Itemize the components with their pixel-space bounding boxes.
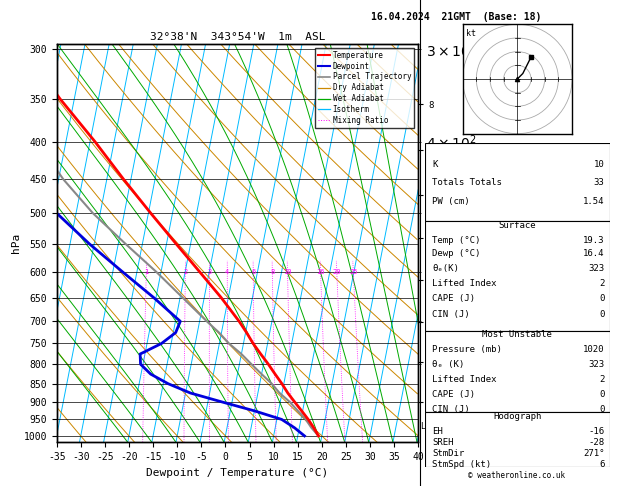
Text: 16.4: 16.4 [583,249,604,259]
Bar [425,412,610,467]
Bar [425,143,610,221]
Text: 2: 2 [183,269,187,275]
Text: Most Unstable: Most Unstable [482,330,552,339]
Title: 32°38'N  343°54'W  1m  ASL: 32°38'N 343°54'W 1m ASL [150,32,325,42]
Text: 1.54: 1.54 [583,197,604,206]
Text: 20: 20 [333,269,341,275]
Text: StmSpd (kt): StmSpd (kt) [432,460,491,469]
Text: kt: kt [466,29,476,38]
Text: Lifted Index: Lifted Index [432,279,496,288]
Text: Temp (°C): Temp (°C) [432,236,481,245]
Text: 16.04.2024  21GMT  (Base: 18): 16.04.2024 21GMT (Base: 18) [371,12,541,22]
Text: 4: 4 [225,269,230,275]
X-axis label: Dewpoint / Temperature (°C): Dewpoint / Temperature (°C) [147,468,328,478]
Text: CIN (J): CIN (J) [432,310,470,318]
Text: 25: 25 [349,269,357,275]
Text: 16: 16 [316,269,325,275]
Text: 1: 1 [144,269,148,275]
Text: Mixing Ratio (g/kg): Mixing Ratio (g/kg) [447,215,455,311]
Text: 1020: 1020 [583,345,604,354]
Text: Hodograph: Hodograph [493,412,542,421]
Y-axis label: hPa: hPa [11,233,21,253]
Text: -28: -28 [589,438,604,447]
Text: 10: 10 [594,160,604,169]
Bar [425,221,610,331]
Text: Pressure (mb): Pressure (mb) [432,345,502,354]
Text: 0: 0 [599,295,604,303]
Text: CAPE (J): CAPE (J) [432,390,475,399]
Text: 10: 10 [283,269,292,275]
Text: CIN (J): CIN (J) [432,404,470,414]
Text: 0: 0 [599,310,604,318]
Text: Lifted Index: Lifted Index [432,375,496,384]
Text: 2: 2 [599,375,604,384]
Legend: Temperature, Dewpoint, Parcel Trajectory, Dry Adiabat, Wet Adiabat, Isotherm, Mi: Temperature, Dewpoint, Parcel Trajectory… [315,48,415,128]
Text: Totals Totals: Totals Totals [432,178,502,187]
Text: Dewp (°C): Dewp (°C) [432,249,481,259]
Text: Surface: Surface [499,221,536,230]
Text: θₑ(K): θₑ(K) [432,264,459,273]
Text: PW (cm): PW (cm) [432,197,470,206]
Text: 33: 33 [594,178,604,187]
Text: 0: 0 [599,404,604,414]
Text: -16: -16 [589,427,604,435]
Text: 0: 0 [599,390,604,399]
Y-axis label: km
ASL: km ASL [484,232,502,254]
Text: θₑ (K): θₑ (K) [432,360,464,369]
Text: 8: 8 [270,269,274,275]
Text: 6: 6 [251,269,255,275]
Text: 271°: 271° [583,449,604,458]
Text: 323: 323 [589,360,604,369]
Text: K: K [432,160,437,169]
Text: 6: 6 [599,460,604,469]
Bar [425,331,610,412]
Text: 323: 323 [589,264,604,273]
Text: StmDir: StmDir [432,449,464,458]
Text: LCL: LCL [420,422,435,431]
Text: SREH: SREH [432,438,454,447]
Text: © weatheronline.co.uk: © weatheronline.co.uk [469,471,565,480]
Text: 2: 2 [599,279,604,288]
Text: 19.3: 19.3 [583,236,604,245]
Text: EH: EH [432,427,443,435]
Text: 3: 3 [208,269,211,275]
Text: CAPE (J): CAPE (J) [432,295,475,303]
